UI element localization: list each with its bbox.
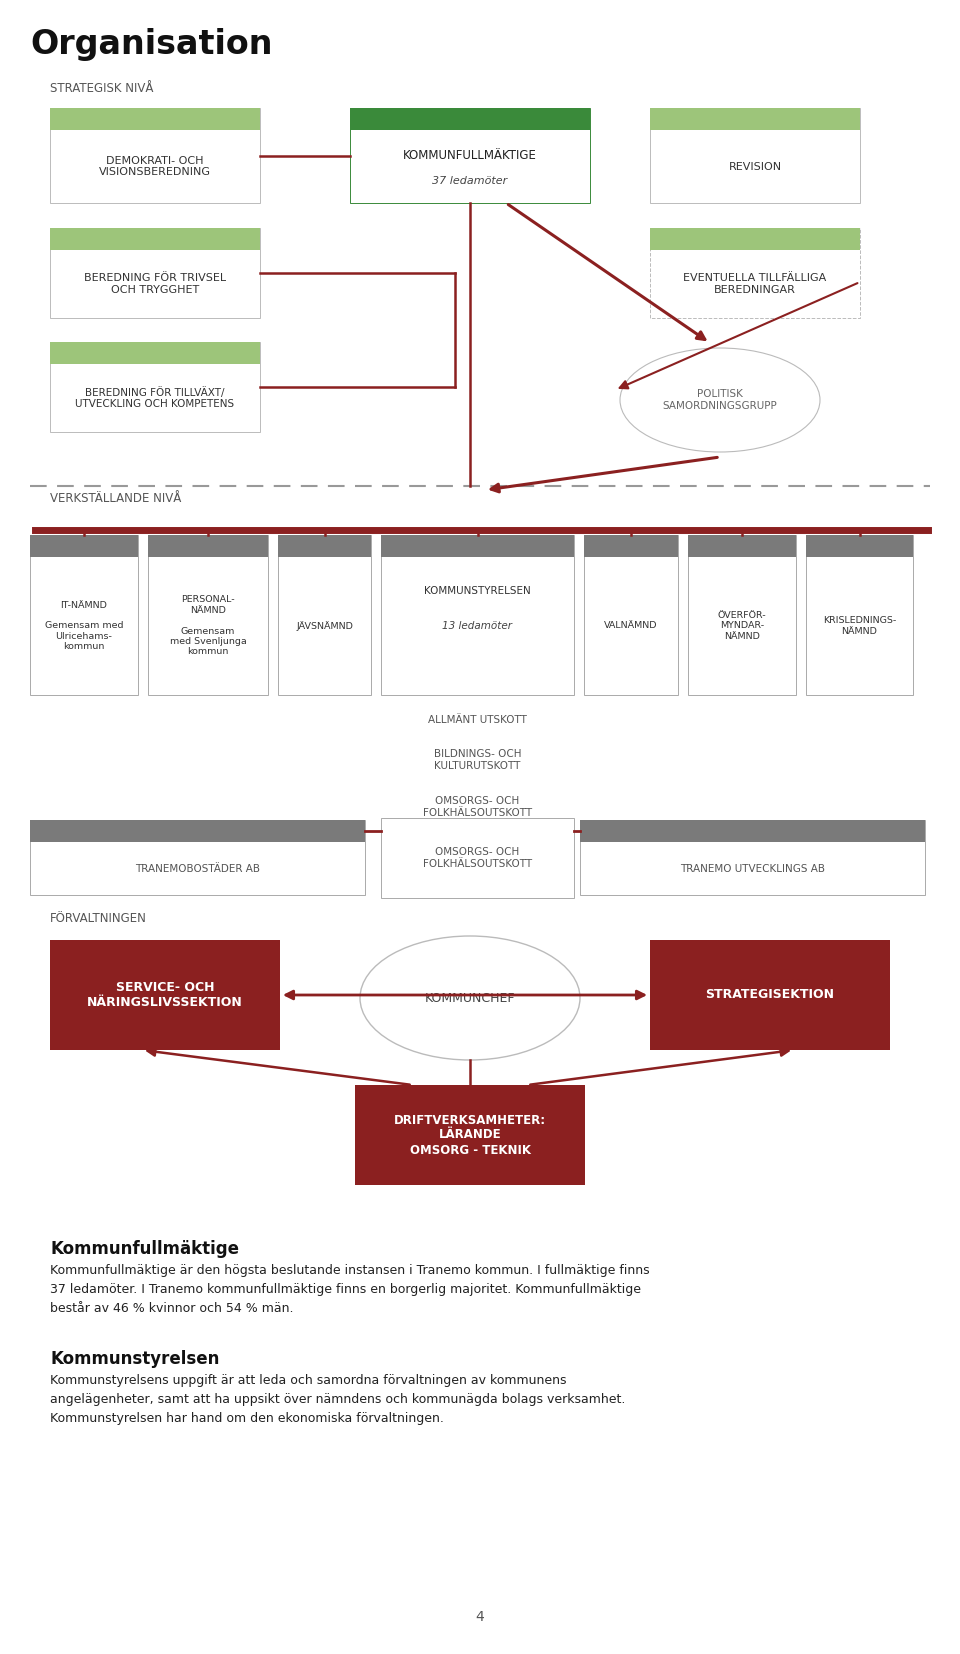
Text: POLITISK
SAMORDNINGSGRUPP: POLITISK SAMORDNINGSGRUPP: [662, 389, 778, 410]
Bar: [650, 108, 860, 203]
Bar: [50, 939, 280, 1050]
Bar: [806, 534, 913, 557]
Text: Organisation: Organisation: [30, 28, 273, 61]
Bar: [650, 228, 860, 250]
Bar: [50, 228, 260, 318]
Text: REVISION: REVISION: [729, 162, 781, 172]
Bar: [148, 534, 268, 557]
Text: SERVICE- OCH
NÄRINGSLIVSSEKTION: SERVICE- OCH NÄRINGSLIVSSEKTION: [87, 981, 243, 1009]
Bar: [50, 228, 260, 250]
Bar: [381, 534, 574, 695]
Bar: [580, 820, 925, 895]
Text: JÄVSNÄMND: JÄVSNÄMND: [296, 620, 353, 630]
Text: TRANEMO UTVECKLINGS AB: TRANEMO UTVECKLINGS AB: [680, 863, 825, 873]
Text: ALLMÄNT UTSKOTT: ALLMÄNT UTSKOTT: [428, 715, 527, 724]
Bar: [50, 108, 260, 203]
Text: BILDNINGS- OCH
KULTURUTSKOTT: BILDNINGS- OCH KULTURUTSKOTT: [434, 749, 521, 771]
Text: OMSORGS- OCH
FOLKHÄLSOUTSKOTT: OMSORGS- OCH FOLKHÄLSOUTSKOTT: [423, 796, 532, 817]
Bar: [30, 820, 365, 895]
Bar: [650, 108, 860, 131]
Bar: [580, 820, 925, 842]
Bar: [688, 534, 796, 695]
Text: STRATEGISK NIVÅ: STRATEGISK NIVÅ: [50, 83, 154, 94]
Text: Kommunfullmäktige: Kommunfullmäktige: [50, 1240, 239, 1259]
Text: 37 ledamöter: 37 ledamöter: [432, 175, 508, 187]
Bar: [350, 108, 590, 131]
Text: IT-NÄMND

Gemensam med
Ulricehams-
kommun: IT-NÄMND Gemensam med Ulricehams- kommun: [45, 600, 123, 652]
Bar: [30, 820, 365, 842]
Bar: [148, 534, 268, 695]
Bar: [50, 342, 260, 432]
Text: DRIFTVERKSAMHETER:
LÄRANDE
OMSORG - TEKNIK: DRIFTVERKSAMHETER: LÄRANDE OMSORG - TEKN…: [394, 1113, 546, 1156]
Text: VERKSTÄLLANDE NIVÅ: VERKSTÄLLANDE NIVÅ: [50, 491, 181, 504]
Bar: [278, 534, 371, 557]
Text: KRISLEDNINGS-
NÄMND: KRISLEDNINGS- NÄMND: [823, 617, 896, 635]
Text: 13 ledamöter: 13 ledamöter: [443, 620, 513, 630]
Text: BEREDNING FÖR TILLVÄXT/
UTVECKLING OCH KOMPETENS: BEREDNING FÖR TILLVÄXT/ UTVECKLING OCH K…: [76, 387, 234, 409]
Text: KOMMUNCHEF: KOMMUNCHEF: [424, 991, 516, 1004]
Text: TRANEMOBOSTÄDER AB: TRANEMOBOSTÄDER AB: [135, 863, 260, 873]
Text: Kommunstyrelsen: Kommunstyrelsen: [50, 1350, 220, 1368]
Text: BEREDNING FÖR TRIVSEL
OCH TRYGGHET: BEREDNING FÖR TRIVSEL OCH TRYGGHET: [84, 273, 226, 294]
Text: Kommunfullmäktige är den högsta beslutande instansen i Tranemo kommun. I fullmäk: Kommunfullmäktige är den högsta beslutan…: [50, 1264, 650, 1315]
Text: ÖVERFÖR-
MYNDAR-
NÄMND: ÖVERFÖR- MYNDAR- NÄMND: [718, 610, 766, 640]
Bar: [584, 534, 678, 695]
Bar: [30, 534, 138, 695]
Text: OMSORGS- OCH
FOLKHÄLSOUTSKOTT: OMSORGS- OCH FOLKHÄLSOUTSKOTT: [423, 847, 532, 868]
Text: DEMOKRATI- OCH
VISIONSBEREDNING: DEMOKRATI- OCH VISIONSBEREDNING: [99, 155, 211, 177]
Bar: [381, 819, 574, 898]
Bar: [650, 939, 890, 1050]
Bar: [650, 228, 860, 318]
Bar: [350, 108, 590, 203]
Text: STRATEGISEKTION: STRATEGISEKTION: [706, 989, 834, 1002]
Bar: [50, 342, 260, 364]
Bar: [381, 534, 574, 557]
Bar: [30, 534, 138, 557]
Text: VALNÄMND: VALNÄMND: [604, 622, 658, 630]
Text: Kommunstyrelsens uppgift är att leda och samordna förvaltningen av kommunens
ang: Kommunstyrelsens uppgift är att leda och…: [50, 1374, 625, 1426]
Text: PERSONAL-
NÄMND

Gemensam
med Svenljunga
kommun: PERSONAL- NÄMND Gemensam med Svenljunga …: [170, 595, 247, 657]
Bar: [806, 534, 913, 695]
Bar: [278, 534, 371, 695]
Bar: [688, 534, 796, 557]
Text: KOMMUNSTYRELSEN: KOMMUNSTYRELSEN: [424, 587, 531, 597]
Ellipse shape: [620, 347, 820, 452]
Bar: [50, 108, 260, 131]
Text: 4: 4: [475, 1609, 485, 1624]
Text: FÖRVALTNINGEN: FÖRVALTNINGEN: [50, 911, 147, 925]
Text: KOMMUNFULLMÄKTIGE: KOMMUNFULLMÄKTIGE: [403, 149, 537, 162]
Bar: [584, 534, 678, 557]
Bar: [355, 1085, 585, 1184]
Text: EVENTUELLA TILLFÄLLIGA
BEREDNINGAR: EVENTUELLA TILLFÄLLIGA BEREDNINGAR: [684, 273, 827, 294]
Ellipse shape: [360, 936, 580, 1060]
